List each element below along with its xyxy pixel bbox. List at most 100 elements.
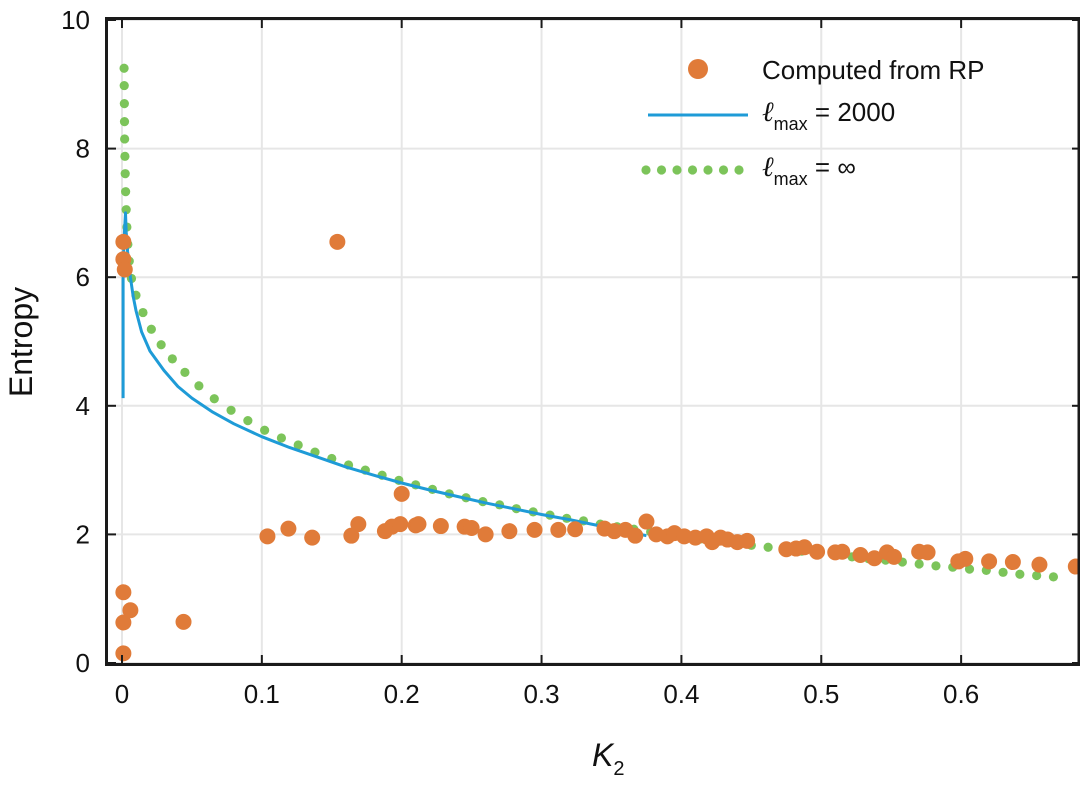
dot-lmax-inf xyxy=(119,63,129,73)
point-computed xyxy=(1067,558,1080,575)
point-computed xyxy=(115,233,132,250)
y-tick-label: 0 xyxy=(76,648,90,678)
point-computed xyxy=(410,516,427,533)
y-tick-labels: 0 2 4 6 8 10 xyxy=(61,5,90,678)
axis-ticks xyxy=(108,19,1080,664)
dot-lmax-inf xyxy=(226,405,236,415)
axes-box xyxy=(105,17,1080,666)
dot-lmax-inf xyxy=(119,98,129,109)
point-computed xyxy=(392,516,409,533)
dot-lmax-inf xyxy=(1032,570,1042,581)
point-computed xyxy=(115,614,132,631)
dot-lmax-inf xyxy=(156,340,166,350)
series-computed xyxy=(115,233,1080,662)
legend-dots-lmax-inf xyxy=(641,165,744,175)
point-computed xyxy=(343,527,360,544)
point-computed xyxy=(834,543,851,560)
point-computed xyxy=(638,513,655,530)
dot-lmax-inf xyxy=(120,151,130,161)
dot-lmax-inf xyxy=(931,561,941,571)
point-computed xyxy=(809,543,826,560)
point-computed xyxy=(477,526,494,543)
point-computed xyxy=(175,613,192,630)
point-computed xyxy=(350,516,367,533)
y-tick-label: 8 xyxy=(76,134,90,164)
legend-dot-lmax-inf xyxy=(656,165,667,175)
dot-lmax-inf xyxy=(209,394,219,404)
legend-label-computed: Computed from RP xyxy=(762,55,985,85)
dot-lmax-inf xyxy=(1048,572,1059,582)
dot-lmax-inf xyxy=(998,567,1008,577)
dot-lmax-inf xyxy=(763,542,773,552)
x-tick-label: 0.5 xyxy=(803,679,839,709)
point-computed xyxy=(259,528,276,545)
dot-lmax-inf xyxy=(120,169,130,179)
legend: Computed from RP ℓmax = 2000 ℓmax = ∞ xyxy=(641,55,985,189)
legend-dot-lmax-inf xyxy=(687,165,698,175)
point-computed xyxy=(1031,556,1048,573)
point-computed xyxy=(627,527,644,544)
legend-label-lmax-2000: ℓmax = 2000 xyxy=(762,95,895,134)
point-computed xyxy=(115,584,132,601)
y-tick-label: 4 xyxy=(76,391,90,421)
dot-lmax-inf xyxy=(121,205,131,215)
point-computed xyxy=(116,261,133,278)
x-tick-label: 0.4 xyxy=(663,679,699,709)
dot-lmax-inf xyxy=(119,116,130,127)
point-computed xyxy=(526,521,543,538)
dot-lmax-inf xyxy=(243,415,253,426)
legend-dot-lmax-inf xyxy=(672,165,682,175)
point-computed xyxy=(329,233,346,250)
x-tick-label: 0.1 xyxy=(244,679,280,709)
point-computed xyxy=(852,546,869,563)
y-tick-label: 2 xyxy=(76,519,90,549)
x-tick-label: 0.3 xyxy=(523,679,559,709)
dot-lmax-inf xyxy=(180,367,190,377)
plot-area xyxy=(115,63,1080,662)
x-axis-label: K2 xyxy=(592,737,624,780)
dot-lmax-inf xyxy=(146,324,156,334)
dot-lmax-inf xyxy=(1015,569,1025,579)
dot-lmax-inf xyxy=(293,440,303,450)
series-lmax-2000 xyxy=(121,211,647,538)
dot-lmax-inf xyxy=(260,425,270,435)
point-computed xyxy=(393,485,410,502)
point-computed xyxy=(115,645,132,662)
point-computed xyxy=(885,548,902,565)
dot-lmax-inf xyxy=(119,80,129,91)
dot-lmax-inf xyxy=(120,134,130,144)
x-tick-label: 0.6 xyxy=(943,679,979,709)
point-computed xyxy=(304,529,321,546)
dot-lmax-inf xyxy=(914,559,924,569)
y-tick-label: 10 xyxy=(61,5,90,35)
dot-lmax-inf xyxy=(138,307,148,318)
x-tick-label: 0 xyxy=(115,679,129,709)
point-computed xyxy=(463,519,480,536)
point-computed xyxy=(957,550,974,567)
point-computed xyxy=(981,553,998,570)
point-computed xyxy=(567,521,584,538)
legend-dot-lmax-inf xyxy=(718,165,729,175)
point-computed xyxy=(501,523,518,540)
legend-dot-lmax-inf xyxy=(734,165,744,175)
point-computed xyxy=(550,521,567,538)
point-computed xyxy=(739,532,756,549)
line-lmax-2000 xyxy=(121,211,647,538)
point-computed xyxy=(866,550,883,567)
legend-dot-lmax-inf xyxy=(641,165,651,175)
dot-lmax-inf xyxy=(121,187,131,197)
dot-lmax-inf xyxy=(167,354,177,364)
dot-lmax-inf xyxy=(276,433,287,443)
point-computed xyxy=(919,544,936,561)
legend-label-lmax-inf: ℓmax = ∞ xyxy=(762,150,856,189)
point-computed xyxy=(796,539,813,556)
x-tick-label: 0.2 xyxy=(384,679,420,709)
y-tick-label: 6 xyxy=(76,262,90,292)
series-lmax-inf xyxy=(119,63,1059,582)
legend-marker-computed xyxy=(688,59,708,79)
y-axis-label: Entropy xyxy=(3,287,39,397)
point-computed xyxy=(432,518,449,535)
point-computed xyxy=(1004,554,1021,571)
point-computed xyxy=(122,602,139,619)
